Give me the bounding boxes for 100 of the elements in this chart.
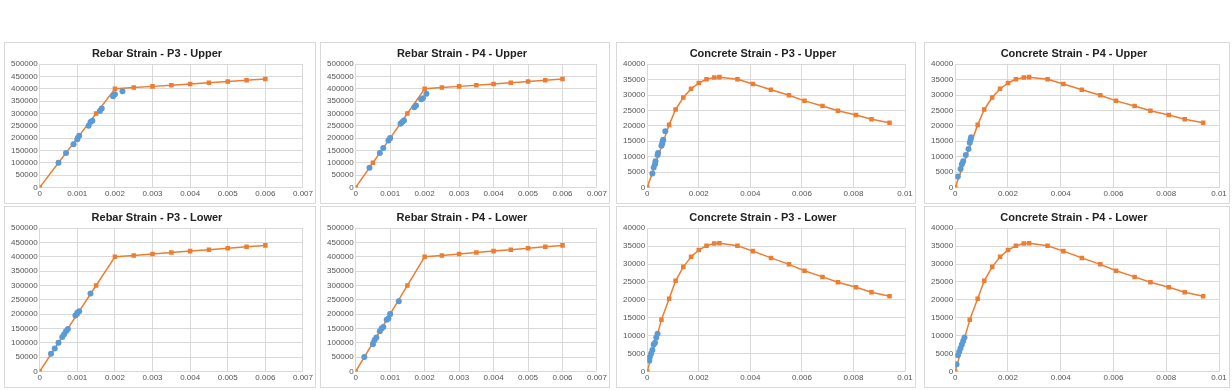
y-tick-label: 400000	[10, 252, 39, 262]
y-tick-label: 0	[33, 182, 39, 192]
x-tick-label: 0.002	[688, 373, 710, 383]
y-tick-label: 10000	[931, 151, 954, 161]
x-tick-label: 0.005	[518, 373, 539, 383]
y-tick-label: 15000	[931, 312, 954, 322]
chart-title: Rebar Strain - P3 - Upper	[91, 46, 223, 59]
y-tick-label: 300000	[10, 280, 39, 290]
y-tick-label: 300000	[10, 108, 39, 118]
x-tick-label: 0.002	[997, 373, 1019, 383]
x-tick-label: 0.006	[791, 189, 813, 199]
y-tick-label: 450000	[326, 237, 355, 247]
y-tick-label: 30000	[623, 259, 646, 269]
x-tick-label: 0.004	[740, 373, 761, 383]
y-tick-label: 25000	[931, 277, 954, 287]
y-tick-label: 0	[33, 366, 39, 376]
x-tick-label: 0.002	[104, 373, 126, 383]
y-tick-label: 40000	[931, 223, 954, 233]
x-tick-label: 0.007	[292, 373, 314, 383]
x-tick-label: 0.005	[217, 373, 239, 383]
x-tick-label: 0.003	[449, 189, 470, 199]
x-tick-label: 0.004	[1050, 373, 1072, 383]
y-tick-label: 500000	[326, 223, 355, 233]
y-tick-label: 50000	[15, 352, 39, 362]
y-tick-label: 150000	[326, 145, 355, 155]
y-tick-label: 15000	[623, 136, 646, 146]
y-tick-label: 40000	[623, 223, 646, 233]
y-tick-label: 5000	[627, 348, 646, 358]
x-tick-label: 0.004	[740, 189, 761, 199]
y-tick-label: 250000	[10, 121, 39, 130]
y-tick-label: 450000	[326, 71, 355, 81]
y-tick-label: 35000	[931, 74, 954, 84]
y-tick-label: 500000	[326, 59, 355, 69]
y-tick-label: 400000	[10, 84, 39, 94]
chart-title: Rebar Strain - P4 - Upper	[396, 46, 528, 59]
y-tick-label: 10000	[623, 151, 646, 161]
x-tick-label: 0.007	[586, 189, 608, 199]
y-tick-label: 400000	[326, 252, 355, 262]
y-tick-label: 5000	[935, 348, 954, 358]
x-tick-label: 0.006	[791, 373, 813, 383]
y-tick-label: 25000	[931, 105, 954, 115]
y-tick-label: 350000	[10, 96, 39, 106]
x-tick-label: 0.003	[142, 373, 164, 383]
x-tick-label: 0.004	[180, 189, 201, 199]
y-tick-label: 200000	[10, 133, 39, 143]
y-tick-label: 150000	[326, 323, 355, 333]
x-tick-label: 0.004	[1050, 189, 1072, 199]
x-tick-label: 0.002	[688, 189, 710, 199]
y-tick-label: 500000	[10, 59, 39, 69]
x-tick-label: 0.004	[180, 373, 201, 383]
x-tick-label: 0.008	[843, 189, 864, 199]
x-tick-label: 0.006	[552, 373, 574, 383]
y-tick-label: 5000	[627, 167, 646, 177]
y-tick-label: 350000	[326, 96, 355, 106]
x-tick-label: 0.006	[1103, 189, 1125, 199]
y-tick-label: 400000	[326, 84, 355, 94]
y-tick-label: 100000	[10, 157, 39, 167]
y-tick-label: 25000	[623, 105, 646, 115]
y-tick-label: 500000	[10, 223, 39, 233]
x-tick-label: 0.001	[380, 189, 401, 199]
y-tick-label: 250000	[326, 121, 355, 130]
y-tick-label: 150000	[10, 323, 39, 333]
y-tick-label: 100000	[10, 337, 39, 347]
y-tick-label: 0	[349, 366, 355, 376]
y-tick-label: 20000	[931, 121, 954, 130]
y-tick-label: 300000	[326, 280, 355, 290]
chart-title: Rebar Strain - P3 - Lower	[91, 210, 224, 223]
x-tick-label: 0.001	[67, 373, 88, 383]
y-tick-label: 100000	[326, 337, 355, 347]
y-tick-label: 20000	[623, 121, 646, 130]
y-tick-label: 40000	[623, 59, 646, 69]
y-tick-label: 350000	[326, 266, 355, 276]
y-tick-label: 30000	[931, 259, 954, 269]
x-tick-label: 0.001	[67, 189, 88, 199]
x-tick-label: 0.002	[104, 189, 126, 199]
y-tick-label: 10000	[931, 330, 954, 340]
x-tick-label: 0.01	[1211, 189, 1228, 199]
y-tick-label: 20000	[931, 295, 954, 304]
y-tick-label: 50000	[331, 170, 355, 180]
x-tick-label: 0.004	[483, 373, 505, 383]
y-tick-label: 15000	[623, 312, 646, 322]
y-tick-label: 50000	[331, 352, 355, 362]
x-tick-label: 0.01	[897, 189, 914, 199]
y-tick-label: 0	[948, 182, 954, 192]
y-tick-label: 250000	[10, 295, 39, 304]
chart-title: Concrete Strain - P4 - Lower	[1000, 210, 1149, 223]
x-tick-label: 0.002	[414, 373, 436, 383]
y-tick-label: 35000	[623, 241, 646, 251]
y-tick-label: 150000	[10, 145, 39, 155]
y-tick-label: 450000	[10, 237, 39, 247]
x-tick-label: 0.008	[843, 373, 864, 383]
y-tick-label: 0	[640, 182, 646, 192]
x-tick-label: 0.006	[552, 189, 574, 199]
y-tick-label: 35000	[623, 74, 646, 84]
y-tick-label: 15000	[931, 136, 954, 146]
x-tick-label: 0.007	[292, 189, 314, 199]
chart-title: Concrete Strain - P3 - Lower	[689, 210, 838, 223]
x-tick-label: 0.008	[1156, 373, 1177, 383]
y-tick-label: 40000	[931, 59, 954, 69]
x-tick-label: 0.006	[255, 373, 276, 383]
